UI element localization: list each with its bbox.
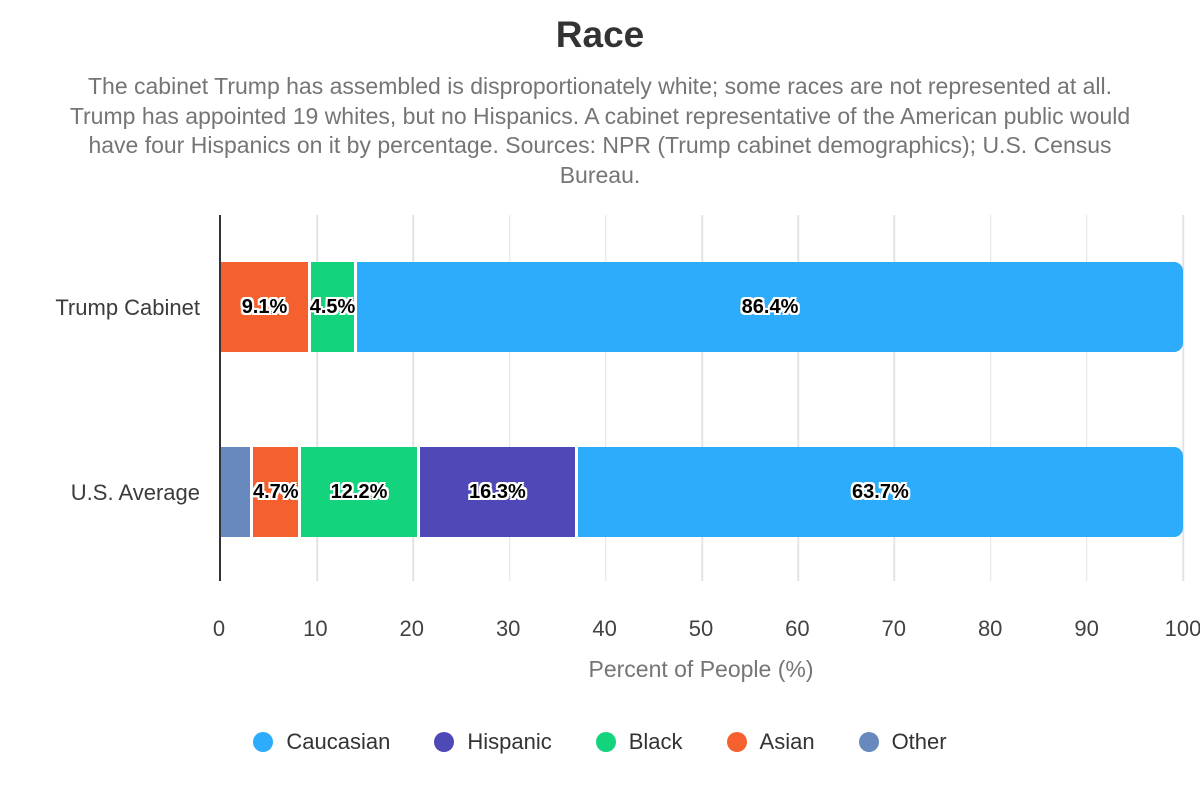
bar-segment-other[interactable] bbox=[221, 447, 251, 537]
legend-label: Asian bbox=[759, 729, 815, 754]
legend-swatch-icon bbox=[595, 732, 616, 752]
gridline-10 bbox=[316, 215, 318, 581]
legend-swatch-icon bbox=[858, 732, 879, 752]
x-tick-label-90: 90 bbox=[1074, 616, 1099, 641]
data-label: 9.1% bbox=[241, 295, 288, 318]
legend-item-black[interactable]: Black bbox=[595, 728, 683, 756]
x-axis-ticks: 0 10 20 30 40 50 60 70 80 90 100 bbox=[213, 615, 1200, 643]
data-label: 16.3% bbox=[469, 480, 526, 503]
legend-swatch-icon bbox=[253, 732, 274, 752]
x-tick-label-70: 70 bbox=[881, 616, 907, 641]
legend-label: Caucasian bbox=[286, 729, 391, 754]
gridline-70 bbox=[893, 215, 896, 581]
bar-segment-black[interactable]: 4.5% bbox=[309, 262, 356, 352]
gridline-50 bbox=[701, 215, 703, 581]
x-tick-label-10: 10 bbox=[303, 616, 328, 641]
data-label: 12.2% bbox=[330, 480, 388, 503]
x-tick-label-100: 100 bbox=[1164, 616, 1200, 641]
data-label: 63.7% bbox=[852, 480, 909, 503]
bar-segment-caucasian[interactable]: 63.7% bbox=[577, 447, 1183, 537]
category-label-u-s-average: U.S. Average bbox=[70, 480, 200, 505]
data-label: 86.4% bbox=[741, 295, 799, 318]
data-label: 4.5% bbox=[309, 295, 356, 318]
gridline-100 bbox=[1182, 215, 1184, 581]
gridline-40 bbox=[605, 215, 607, 581]
x-tick-label-80: 80 bbox=[977, 616, 1003, 641]
legend-swatch-icon bbox=[434, 732, 455, 752]
x-tick-label-20: 20 bbox=[399, 616, 425, 641]
bar-segment-caucasian[interactable]: 86.4% bbox=[357, 262, 1183, 352]
legend: Caucasian Hispanic Black Asian Other bbox=[0, 726, 1200, 758]
bar-us-average: 4.7% 12.2% 16.3% 63.7% bbox=[221, 447, 1183, 537]
gridline-20 bbox=[412, 215, 415, 581]
bar-trump-cabinet: 9.1% 4.5% 86.4% bbox=[221, 262, 1183, 352]
legend-item-hispanic[interactable]: Hispanic bbox=[434, 728, 552, 756]
x-tick-label-60: 60 bbox=[785, 616, 810, 641]
gridline-60 bbox=[797, 215, 799, 581]
gridline-30 bbox=[508, 215, 511, 581]
chart-subtitle: The cabinet Trump has assembled is dispr… bbox=[69, 73, 1131, 188]
category-label-trump-cabinet: Trump Cabinet bbox=[55, 295, 200, 320]
x-tick-label-40: 40 bbox=[592, 616, 617, 641]
x-tick-label-50: 50 bbox=[688, 616, 714, 641]
x-tick-label-30: 30 bbox=[495, 616, 521, 641]
legend-swatch-icon bbox=[726, 732, 747, 752]
legend-label: Hispanic bbox=[467, 729, 552, 754]
plot-area: 9.1% 4.5% 86.4% 4.7% 12.2% 16.3% 63.7% bbox=[219, 215, 1184, 581]
bar-segment-black[interactable]: 12.2% bbox=[301, 447, 417, 537]
x-axis-title: Percent of People (%) bbox=[588, 656, 814, 682]
legend-label: Other bbox=[891, 729, 947, 754]
legend-item-asian[interactable]: Asian bbox=[726, 728, 815, 756]
gridline-80 bbox=[989, 215, 992, 581]
legend-label: Black bbox=[628, 729, 683, 754]
data-label: 4.7% bbox=[252, 480, 299, 503]
bar-segment-asian[interactable]: 9.1% bbox=[221, 262, 308, 352]
bar-segment-hispanic[interactable]: 16.3% bbox=[419, 447, 575, 537]
legend-item-caucasian[interactable]: Caucasian bbox=[253, 728, 390, 756]
gridline-90 bbox=[1086, 215, 1088, 581]
bar-segment-asian[interactable]: 4.7% bbox=[252, 447, 299, 537]
legend-item-other[interactable]: Other bbox=[858, 728, 947, 756]
chart-title: Race bbox=[555, 14, 645, 55]
x-tick-label-0: 0 bbox=[212, 616, 226, 641]
